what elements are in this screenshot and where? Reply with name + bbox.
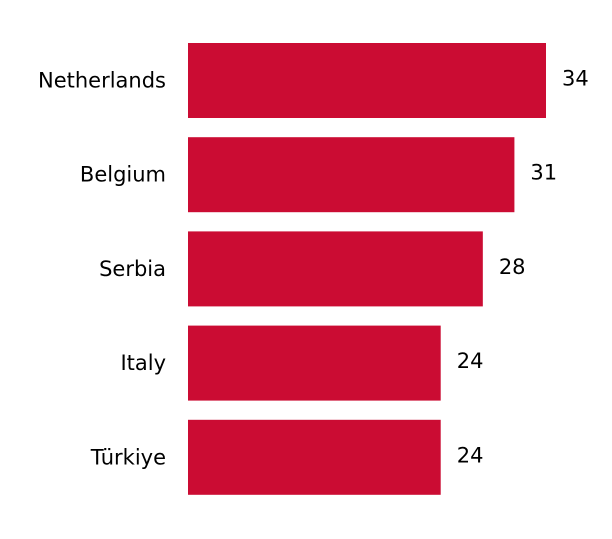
value-label: 28 xyxy=(499,255,526,279)
y-tick-label: Serbia xyxy=(99,257,166,281)
value-label: 31 xyxy=(530,161,557,185)
value-label: 24 xyxy=(457,349,484,373)
bar xyxy=(188,325,441,401)
y-tick-label: Italy xyxy=(120,351,166,375)
value-label: 24 xyxy=(457,443,484,467)
bar xyxy=(188,419,441,495)
value-label: 34 xyxy=(562,67,589,91)
y-tick-label: Türkiye xyxy=(90,445,166,469)
y-tick-label: Netherlands xyxy=(38,69,166,93)
bar xyxy=(188,137,515,213)
bar xyxy=(188,43,546,118)
bar xyxy=(188,231,483,307)
y-tick-label: Belgium xyxy=(80,163,166,187)
